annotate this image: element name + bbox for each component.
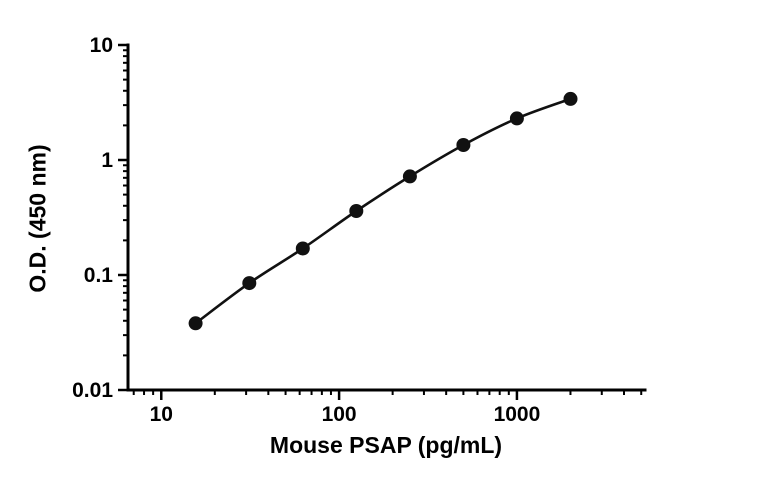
y-tick-label: 0.01	[72, 379, 113, 402]
x-tick-label: 100	[322, 403, 357, 426]
x-tick-label: 1000	[494, 403, 541, 426]
data-point	[456, 138, 471, 152]
data-line	[194, 97, 571, 325]
y-tick-label: 0.1	[84, 264, 114, 287]
x-tick-label: 10	[150, 403, 173, 426]
data-point	[295, 241, 310, 256]
data-point	[402, 169, 417, 184]
data-point	[242, 276, 257, 291]
data-point	[349, 204, 364, 218]
data-point	[509, 111, 524, 126]
data-point	[563, 91, 578, 106]
y-tick-label: 1	[101, 149, 113, 172]
x-axis-label: Mouse PSAP (pg/mL)	[269, 432, 503, 458]
y-tick-label: 10	[90, 34, 113, 57]
data-point	[188, 316, 203, 331]
